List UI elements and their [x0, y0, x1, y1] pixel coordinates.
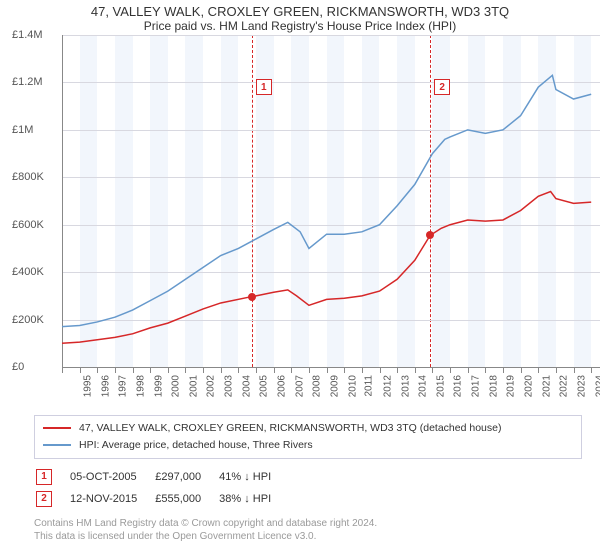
- legend: 47, VALLEY WALK, CROXLEY GREEN, RICKMANS…: [34, 415, 582, 459]
- footer-line-1: Contains HM Land Registry data © Crown c…: [34, 517, 582, 531]
- sale-price: £297,000: [155, 467, 217, 487]
- sale-date: 05-OCT-2005: [70, 467, 153, 487]
- price-chart: £0£200K£400K£600K£800K£1M£1.2M£1.4M19951…: [12, 35, 590, 409]
- sale-marker: [426, 231, 434, 239]
- sales-table: 1 05-OCT-2005£297,00041% ↓ HPI 2 12-NOV-201…: [34, 465, 289, 511]
- x-tick-label: 2024: [594, 375, 600, 397]
- legend-swatch: [43, 427, 71, 429]
- legend-item: 47, VALLEY WALK, CROXLEY GREEN, RICKMANS…: [43, 420, 573, 437]
- legend-item: HPI: Average price, detached house, Thre…: [43, 437, 573, 454]
- series-property: [62, 192, 591, 344]
- sale-price: £555,000: [155, 489, 217, 509]
- series-hpi: [62, 75, 591, 326]
- sale-delta: 38% ↓ HPI: [219, 489, 287, 509]
- sale-marker: [248, 293, 256, 301]
- sale-date: 12-NOV-2015: [70, 489, 153, 509]
- sale-row: 1 05-OCT-2005£297,00041% ↓ HPI: [36, 467, 287, 487]
- chart-title: 47, VALLEY WALK, CROXLEY GREEN, RICKMANS…: [0, 0, 600, 19]
- legend-swatch: [43, 444, 71, 446]
- sale-row: 2 12-NOV-2015£555,00038% ↓ HPI: [36, 489, 287, 509]
- sale-delta: 41% ↓ HPI: [219, 467, 287, 487]
- sale-index-box: 1: [36, 469, 52, 485]
- chart-subtitle: Price paid vs. HM Land Registry's House …: [0, 19, 600, 35]
- legend-label: 47, VALLEY WALK, CROXLEY GREEN, RICKMANS…: [79, 420, 501, 437]
- sale-index-box: 2: [36, 491, 52, 507]
- footer-line-2: This data is licensed under the Open Gov…: [34, 530, 582, 544]
- attribution-footer: Contains HM Land Registry data © Crown c…: [34, 517, 582, 544]
- legend-label: HPI: Average price, detached house, Thre…: [79, 437, 313, 454]
